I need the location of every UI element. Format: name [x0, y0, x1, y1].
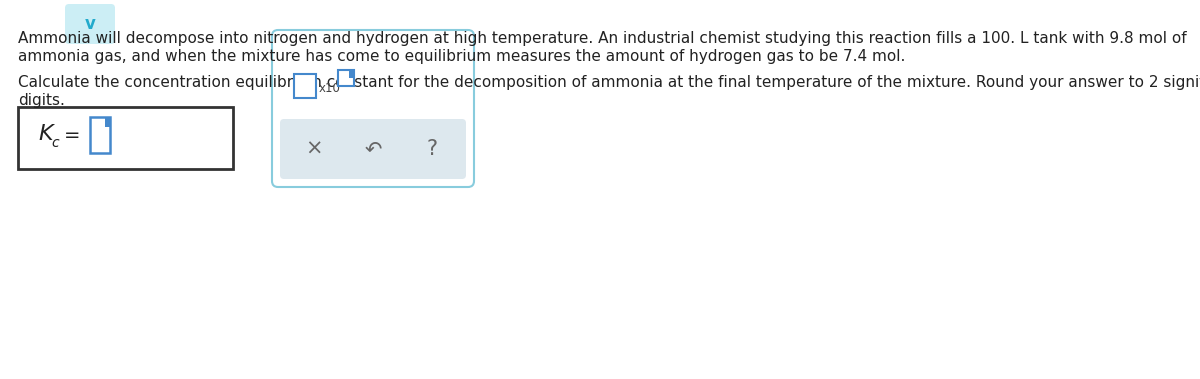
FancyBboxPatch shape — [18, 107, 233, 169]
Text: ↶: ↶ — [365, 139, 382, 159]
Text: Ammonia will decompose into nitrogen and hydrogen at high temperature. An indust: Ammonia will decompose into nitrogen and… — [18, 31, 1187, 47]
Text: digits.: digits. — [18, 94, 65, 108]
FancyBboxPatch shape — [338, 70, 354, 86]
FancyBboxPatch shape — [280, 119, 466, 179]
FancyBboxPatch shape — [90, 117, 110, 153]
FancyBboxPatch shape — [349, 70, 354, 78]
Text: ×: × — [305, 139, 323, 159]
Text: c: c — [52, 136, 59, 150]
Text: ?: ? — [427, 139, 438, 159]
Text: =: = — [64, 127, 80, 146]
Text: Calculate the concentration equilibrium constant for the decomposition of ammoni: Calculate the concentration equilibrium … — [18, 75, 1200, 91]
Text: K: K — [38, 124, 53, 144]
FancyBboxPatch shape — [106, 117, 110, 127]
Text: x10: x10 — [319, 83, 341, 96]
FancyBboxPatch shape — [272, 30, 474, 187]
FancyBboxPatch shape — [294, 74, 316, 98]
Text: v: v — [84, 15, 96, 33]
Text: ammonia gas, and when the mixture has come to equilibrium measures the amount of: ammonia gas, and when the mixture has co… — [18, 50, 905, 64]
FancyBboxPatch shape — [65, 4, 115, 44]
